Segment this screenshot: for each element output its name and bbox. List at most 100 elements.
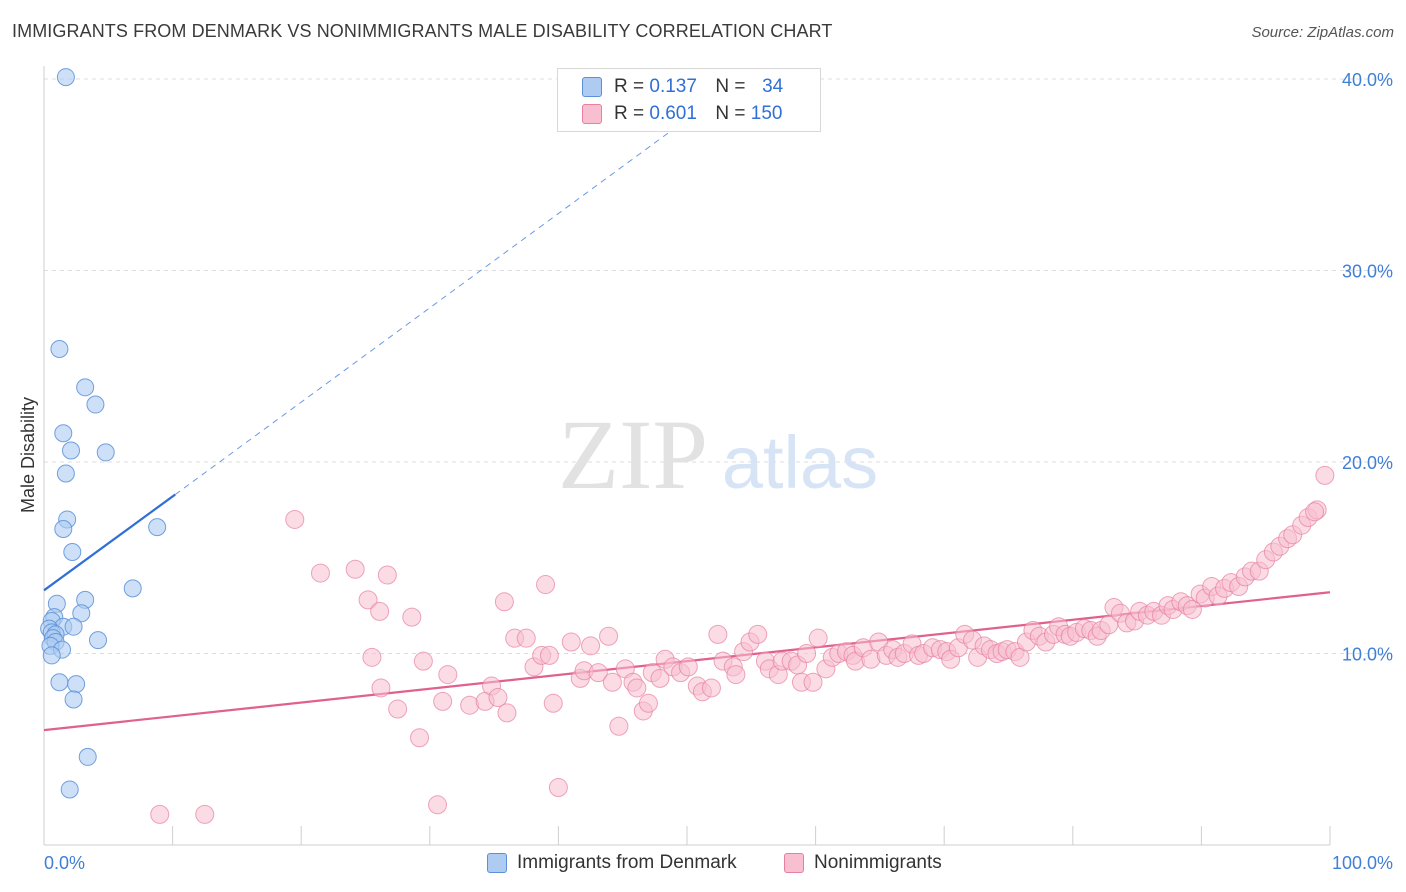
point-nonimmigrants	[150, 804, 170, 824]
point-nonimmigrants	[488, 688, 508, 708]
legend-swatch-nonimmigrants	[784, 853, 804, 873]
point-nonimmigrants	[543, 693, 563, 713]
point-denmark	[63, 543, 82, 562]
point-denmark	[89, 631, 108, 650]
legend-item-denmark[interactable]: Immigrants from Denmark	[487, 852, 737, 874]
point-nonimmigrants	[748, 624, 768, 644]
watermark: ZIP atlas	[558, 399, 878, 510]
point-nonimmigrants	[402, 607, 422, 627]
point-denmark	[50, 673, 69, 692]
point-nonimmigrants	[433, 691, 453, 711]
point-nonimmigrants	[388, 699, 408, 719]
point-nonimmigrants	[581, 636, 601, 656]
series-legend: Immigrants from Denmark Nonimmigrants	[0, 852, 1406, 878]
point-denmark	[67, 675, 86, 694]
axes	[43, 66, 1331, 846]
point-denmark	[56, 464, 75, 483]
x-tick-label: 0.0%	[44, 853, 85, 873]
point-nonimmigrants	[588, 663, 608, 683]
point-nonimmigrants	[516, 628, 536, 648]
point-denmark	[64, 617, 83, 636]
r-value-nonimmigrants: 0.601	[649, 103, 697, 124]
trend-line-denmark-extension	[174, 118, 688, 495]
point-nonimmigrants	[602, 672, 622, 692]
point-nonimmigrants	[285, 509, 305, 529]
point-nonimmigrants	[497, 703, 517, 723]
point-nonimmigrants	[370, 601, 390, 621]
r-label: R =	[614, 103, 645, 124]
point-nonimmigrants	[195, 804, 215, 824]
point-nonimmigrants	[609, 716, 629, 736]
point-nonimmigrants	[678, 657, 698, 677]
point-nonimmigrants	[808, 628, 828, 648]
point-denmark	[72, 604, 91, 623]
point-nonimmigrants	[362, 647, 382, 667]
immigrants-denmark-points	[40, 68, 167, 799]
point-nonimmigrants	[494, 592, 514, 612]
watermark-zip: ZIP	[558, 399, 708, 510]
point-nonimmigrants	[345, 559, 365, 579]
nonimmigrants-swatch	[582, 104, 602, 124]
y-tick-label: 40.0%	[1342, 70, 1393, 90]
point-denmark	[96, 443, 115, 462]
point-nonimmigrants	[413, 651, 433, 671]
point-denmark	[64, 690, 83, 709]
y-tick-label: 10.0%	[1342, 645, 1393, 665]
point-nonimmigrants	[708, 624, 728, 644]
source-label: Source: ZipAtlas.com	[1251, 24, 1394, 41]
gridlines	[44, 78, 1394, 654]
chart-title: IMMIGRANTS FROM DENMARK VS NONIMMIGRANTS…	[12, 21, 833, 41]
point-nonimmigrants	[797, 644, 817, 663]
point-denmark	[62, 441, 81, 460]
point-nonimmigrants	[599, 626, 619, 646]
point-denmark	[60, 780, 79, 799]
legend-item-nonimmigrants[interactable]: Nonimmigrants	[784, 852, 942, 874]
tick-labels: 10.0% 20.0% 30.0% 40.0% 0.0% 100.0%	[44, 70, 1393, 873]
point-nonimmigrants	[377, 565, 397, 585]
point-nonimmigrants	[410, 728, 430, 748]
point-denmark	[42, 646, 61, 665]
stats-row-nonimmigrants: R = 0.601 N = 150	[582, 103, 782, 125]
point-nonimmigrants	[638, 693, 658, 713]
n-value-denmark: 34	[762, 76, 784, 97]
legend-label-nonimmigrants: Nonimmigrants	[814, 852, 942, 873]
n-label: N =	[715, 103, 746, 124]
n-value-nonimmigrants: 150	[750, 103, 783, 124]
y-axis-label: Male Disability	[18, 397, 38, 513]
point-denmark	[123, 579, 142, 598]
point-nonimmigrants	[310, 563, 330, 583]
point-nonimmigrants	[1315, 465, 1335, 485]
n-label: N =	[715, 76, 746, 97]
point-denmark	[76, 378, 95, 397]
point-nonimmigrants	[650, 668, 670, 688]
y-tick-label: 30.0%	[1342, 262, 1393, 282]
point-denmark	[78, 747, 97, 766]
point-nonimmigrants	[371, 678, 391, 698]
point-denmark	[50, 340, 69, 359]
legend-label-denmark: Immigrants from Denmark	[517, 852, 737, 873]
point-denmark	[86, 395, 105, 414]
r-value-denmark: 0.137	[649, 76, 697, 97]
point-nonimmigrants	[803, 672, 823, 692]
point-nonimmigrants	[536, 575, 556, 595]
point-nonimmigrants	[1305, 502, 1325, 522]
point-nonimmigrants	[701, 678, 721, 698]
point-nonimmigrants	[726, 665, 746, 685]
nonimmigrants-points	[150, 465, 1335, 824]
stats-row-denmark: R = 0.137 N = 34	[582, 76, 783, 98]
denmark-swatch	[582, 77, 602, 97]
point-nonimmigrants	[1182, 599, 1202, 619]
point-nonimmigrants	[548, 778, 568, 798]
point-nonimmigrants	[561, 632, 581, 652]
point-denmark	[54, 424, 73, 443]
x-tick-label: 100.0%	[1332, 853, 1393, 873]
r-label: R =	[614, 76, 645, 97]
point-denmark	[148, 518, 167, 537]
point-denmark	[54, 520, 73, 539]
y-tick-label: 20.0%	[1342, 453, 1393, 473]
point-nonimmigrants	[539, 645, 559, 665]
point-nonimmigrants	[358, 590, 378, 610]
point-denmark	[56, 68, 75, 87]
point-nonimmigrants	[428, 795, 448, 815]
